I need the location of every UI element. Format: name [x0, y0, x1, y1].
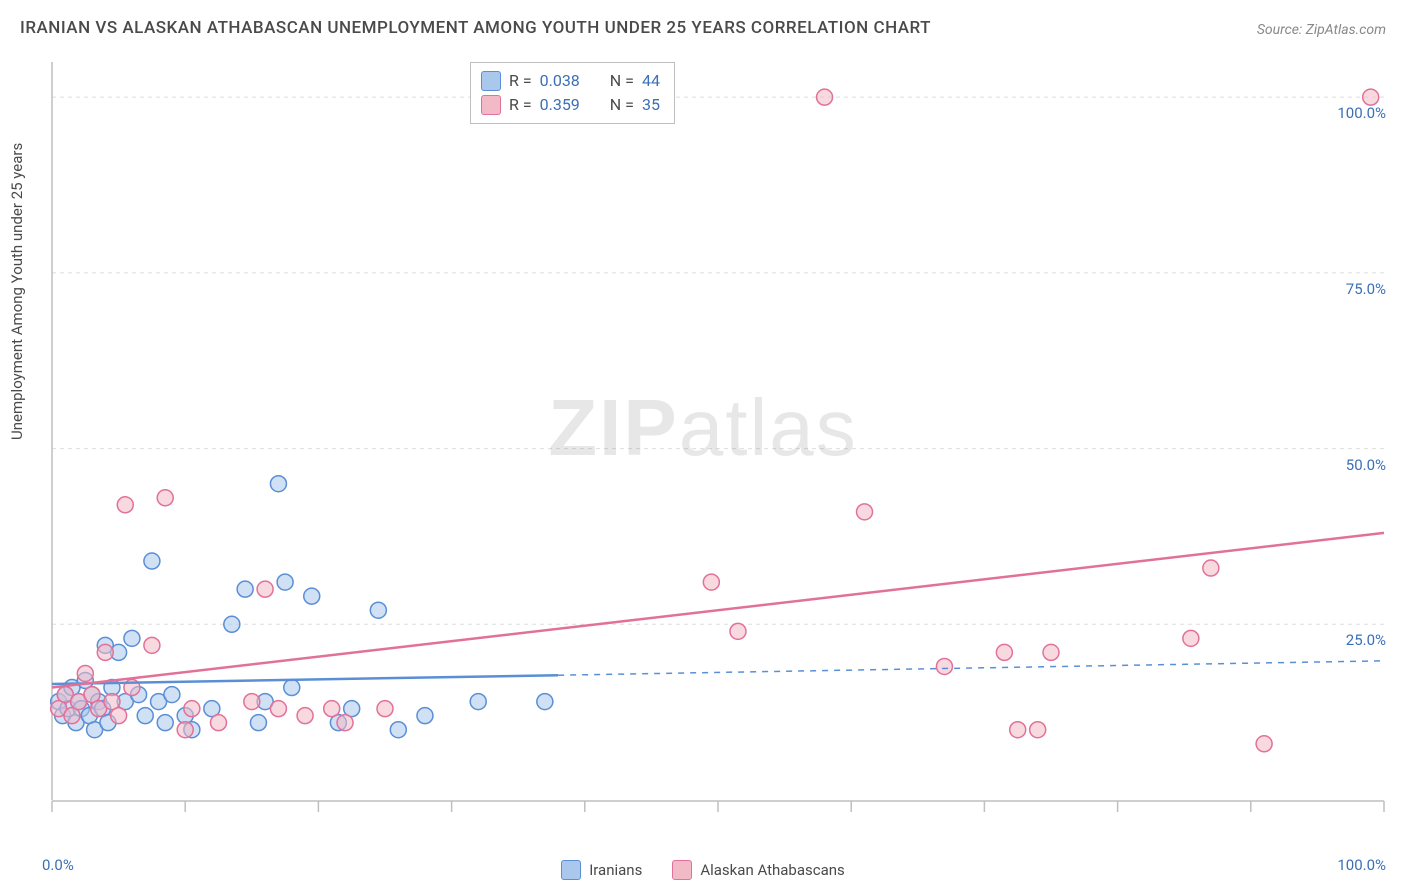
legend-item-2: Alaskan Athabascans: [672, 860, 844, 880]
y-axis-label: Unemployment Among Youth under 25 years: [8, 143, 26, 440]
y-tick-label: 75.0%: [1346, 280, 1386, 298]
legend-swatch-1: [561, 860, 581, 880]
y-tick-label: 100.0%: [1337, 104, 1386, 122]
correlation-stats-box: R = 0.038 N = 44 R = 0.359 N = 35: [470, 62, 675, 124]
y-tick-label: 50.0%: [1346, 456, 1386, 474]
stats-row-2: R = 0.359 N = 35: [481, 93, 660, 117]
stats-row-1: R = 0.038 N = 44: [481, 69, 660, 93]
legend-item-1: Iranians: [561, 860, 642, 880]
series2-swatch: [481, 95, 501, 115]
chart-title: IRANIAN VS ALASKAN ATHABASCAN UNEMPLOYME…: [20, 18, 931, 38]
series1-swatch: [481, 71, 501, 91]
legend: Iranians Alaskan Athabascans: [0, 860, 1406, 880]
legend-label-2: Alaskan Athabascans: [700, 861, 844, 879]
source-attribution: Source: ZipAtlas.com: [1257, 22, 1386, 38]
scatter-plot: [50, 60, 1386, 820]
chart-svg: [50, 60, 1386, 820]
legend-label-1: Iranians: [589, 861, 642, 879]
y-tick-label: 25.0%: [1346, 631, 1386, 649]
legend-swatch-2: [672, 860, 692, 880]
